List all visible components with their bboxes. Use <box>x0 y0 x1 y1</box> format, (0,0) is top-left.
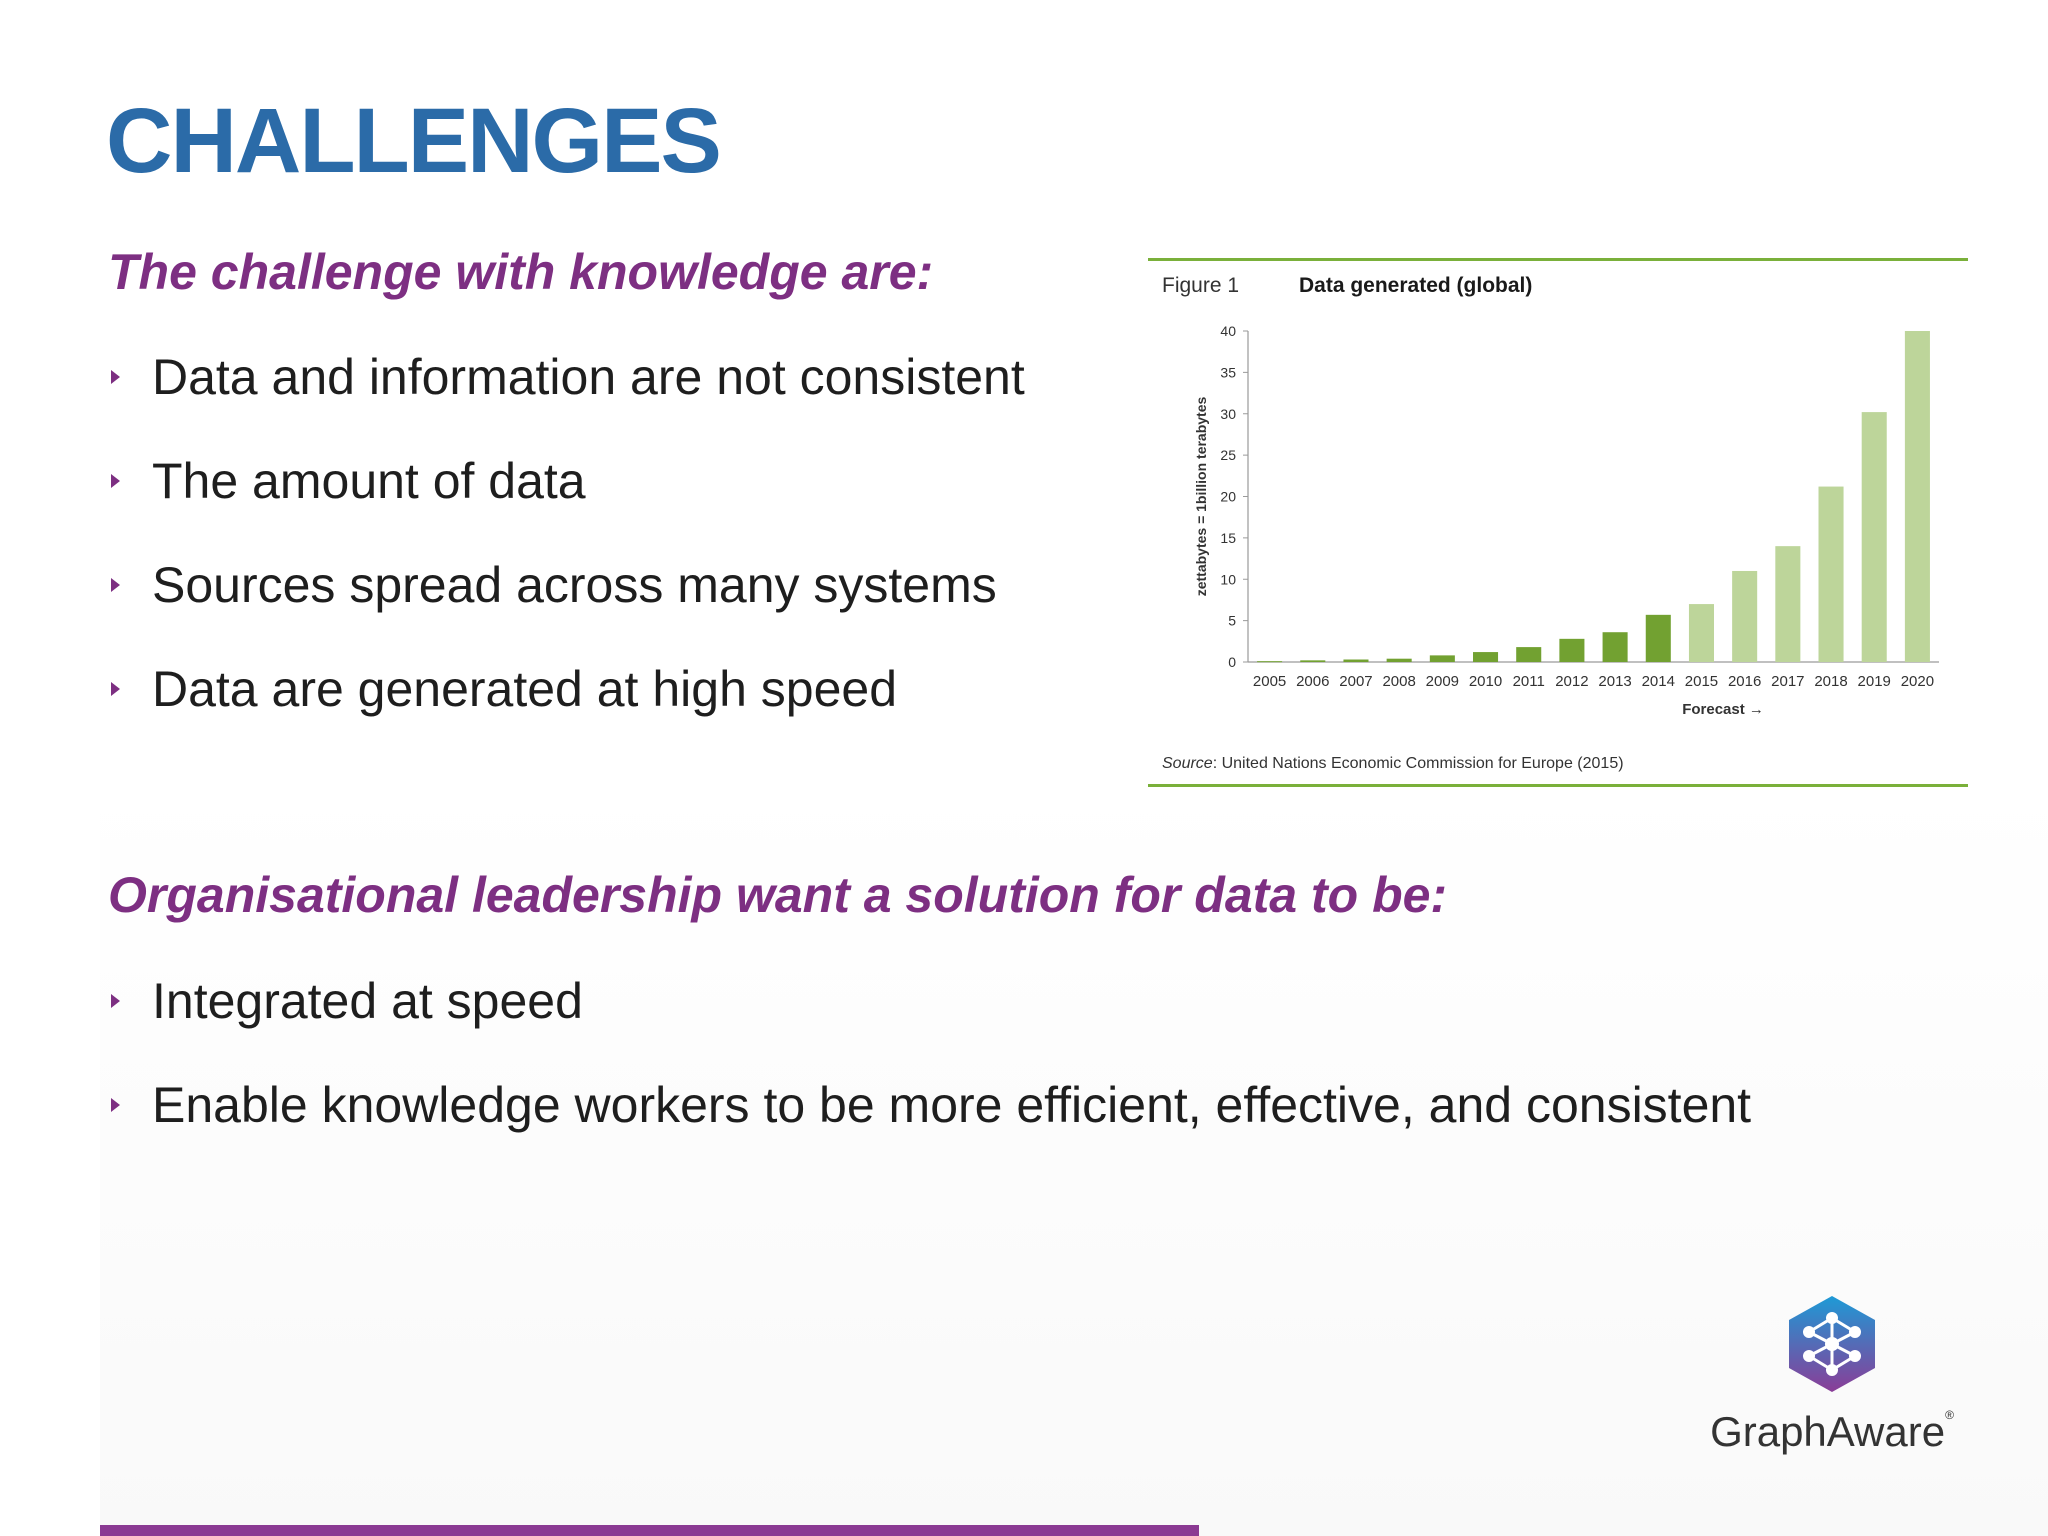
x-tick-label: 2006 <box>1296 673 1329 690</box>
y-tick-label: 30 <box>1220 406 1236 422</box>
bar-2006 <box>1300 660 1326 662</box>
list-item-text: The amount of data <box>152 453 586 509</box>
bullet-triangle-icon <box>111 474 120 488</box>
figure-top-rule <box>1148 258 1968 261</box>
slide-title: CHALLENGES <box>106 90 722 192</box>
x-tick-label: 2005 <box>1253 673 1286 690</box>
x-tick-label: 2010 <box>1469 673 1502 690</box>
bullet-triangle-icon <box>111 994 120 1008</box>
bar-2009 <box>1429 655 1455 662</box>
y-tick-label: 35 <box>1220 364 1236 380</box>
x-tick-label: 2011 <box>1513 673 1545 690</box>
source-text: : United Nations Economic Commission for… <box>1212 755 1624 772</box>
x-tick-label: 2013 <box>1598 673 1631 690</box>
leadership-list: Integrated at speed Enable knowledge wor… <box>108 966 1751 1174</box>
y-tick-label: 10 <box>1220 571 1236 587</box>
bar-2016 <box>1732 570 1758 662</box>
bullet-triangle-icon <box>111 682 120 696</box>
list-item: Integrated at speed <box>108 966 1751 1070</box>
y-tick-label: 40 <box>1220 323 1236 339</box>
challenges-list: Data and information are not consistent … <box>108 342 1025 758</box>
bullet-triangle-icon <box>111 370 120 384</box>
x-tick-label: 2019 <box>1858 673 1891 690</box>
x-tick-label: 2018 <box>1814 673 1847 690</box>
figure-bottom-rule <box>1148 784 1968 787</box>
x-tick-label: 2014 <box>1642 673 1675 690</box>
bar-2018 <box>1818 486 1844 662</box>
x-axis-title: Forecast → <box>1682 701 1764 718</box>
slide-background <box>100 780 2048 1536</box>
bar-2017 <box>1775 546 1801 662</box>
section-heading-challenges: The challenge with knowledge are: <box>108 244 934 300</box>
x-tick-label: 2007 <box>1339 673 1372 690</box>
registered-mark: ® <box>1945 1408 1954 1422</box>
bar-2012 <box>1559 638 1585 662</box>
y-tick-label: 15 <box>1220 530 1236 546</box>
bar-2013 <box>1602 632 1628 662</box>
bar-2005 <box>1257 661 1283 663</box>
bullet-triangle-icon <box>111 578 120 592</box>
x-tick-label: 2009 <box>1426 673 1459 690</box>
bar-2008 <box>1386 658 1412 662</box>
bar-2019 <box>1861 412 1887 662</box>
bar-chart: 0 5 10 15 20 25 30 35 40 zettabytes = 1billion te… <box>1193 323 1939 718</box>
list-item: Data and information are not consistent <box>108 342 1025 446</box>
graphaware-hexagon-icon <box>1789 1296 1875 1392</box>
list-item: Data are generated at high speed <box>108 654 1025 758</box>
bar-2011 <box>1516 647 1542 662</box>
logo-text: GraphAware <box>1710 1408 1946 1455</box>
list-item-text: Integrated at speed <box>152 973 583 1029</box>
list-item: The amount of data <box>108 446 1025 550</box>
bar-2007 <box>1343 659 1369 662</box>
bullet-triangle-icon <box>111 1098 120 1112</box>
x-tick-label: 2016 <box>1728 673 1761 690</box>
list-item: Sources spread across many systems <box>108 550 1025 654</box>
data-generated-figure: Figure 1 Data generated (global) 0 5 10 15 2… <box>1148 258 1968 788</box>
bar-2014 <box>1645 614 1671 662</box>
section-heading-leadership: Organisational leadership want a solutio… <box>108 867 1448 923</box>
x-tick-label: 2017 <box>1771 673 1804 690</box>
x-tick-label: 2008 <box>1382 673 1415 690</box>
figure-label: Figure 1 <box>1162 274 1240 297</box>
x-tick-label: 2020 <box>1901 673 1934 690</box>
list-item-text: Enable knowledge workers to be more effi… <box>152 1077 1752 1133</box>
figure-title: Data generated (global) <box>1299 274 1533 297</box>
logo-wordmark: GraphAware® <box>1702 1408 1962 1456</box>
x-tick-label: 2012 <box>1555 673 1588 690</box>
list-item-text: Sources spread across many systems <box>152 557 997 613</box>
bar-2010 <box>1473 652 1499 662</box>
y-tick-label: 5 <box>1228 613 1236 629</box>
list-item-text: Data and information are not consistent <box>152 349 1025 405</box>
y-tick-label: 25 <box>1220 447 1236 463</box>
y-axis-title: zettabytes = 1billion terabytes <box>1193 397 1209 597</box>
list-item: Enable knowledge workers to be more effi… <box>108 1070 1751 1174</box>
bar-2015 <box>1688 604 1714 662</box>
y-tick-label: 0 <box>1228 654 1236 670</box>
bar-2020 <box>1904 331 1930 662</box>
figure-source: Source: United Nations Economic Commissi… <box>1162 755 1624 773</box>
x-tick-label: 2015 <box>1685 673 1718 690</box>
list-item-text: Data are generated at high speed <box>152 661 897 717</box>
footer-accent-bar <box>100 1525 1199 1536</box>
source-label: Source <box>1162 755 1213 772</box>
graphaware-logo: GraphAware® <box>1702 1296 1962 1466</box>
y-tick-label: 20 <box>1220 489 1236 505</box>
